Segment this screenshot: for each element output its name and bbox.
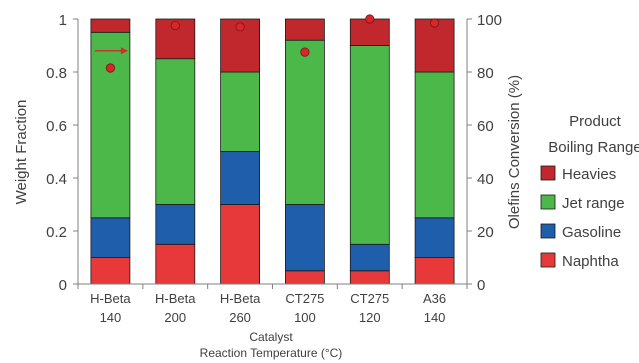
x-tick-label: 140 xyxy=(100,310,122,325)
legend-label-heavies: Heavies xyxy=(562,166,616,183)
bar-segment-naphtha-4 xyxy=(349,270,390,285)
legend-swatch-heavies xyxy=(540,165,556,181)
bar-segment-jet-range-3 xyxy=(284,39,325,205)
bar-segment-heavies-3 xyxy=(284,18,325,41)
conversion-marker xyxy=(300,47,310,57)
legend-swatch-naphtha xyxy=(540,252,556,268)
y-tick-label: 0.6 xyxy=(46,118,67,135)
conversion-marker xyxy=(235,22,245,32)
legend-label-gasoline: Gasoline xyxy=(562,224,621,241)
bar-segment-jet-range-4 xyxy=(349,45,390,245)
bars-layer xyxy=(90,18,455,285)
y-tick-label: 0.2 xyxy=(46,224,67,241)
y-axis-label: Weight Fraction xyxy=(13,100,30,205)
bar-segment-gasoline-1 xyxy=(155,204,196,245)
legend-label-jet-range: Jet range xyxy=(562,195,625,212)
conversion-marker xyxy=(429,18,440,28)
bar-segment-jet-range-2 xyxy=(220,71,261,152)
conversion-marker xyxy=(170,21,180,31)
x-tick-label: 100 xyxy=(294,310,316,325)
y2-tick-label: 60 xyxy=(477,118,494,135)
x-tick-label: A36 xyxy=(423,291,446,306)
y2-tick-label: 20 xyxy=(477,224,494,241)
bar-segment-jet-range-1 xyxy=(155,58,196,205)
bar-segment-naphtha-5 xyxy=(414,257,455,285)
axes-layer: 0 0.2 0.4 0.6 0.8 1 0 20 40 60 80 100 H-Beta 140 H-Bet… xyxy=(46,12,502,325)
bar-segment-gasoline-3 xyxy=(284,204,325,272)
y-tick-label: 0.8 xyxy=(46,65,67,82)
x-axis-label-line-2: Reaction Temperature (°C) xyxy=(200,346,343,360)
bar-segment-naphtha-0 xyxy=(90,257,131,285)
bar-segment-jet-range-5 xyxy=(414,71,455,219)
legend-title-line-2: Boiling Range xyxy=(548,139,639,156)
y-tick-label: 0.4 xyxy=(46,171,67,188)
y2-tick-label: 100 xyxy=(477,12,502,29)
y2-tick-label: 0 xyxy=(477,277,485,294)
conversion-markers-layer xyxy=(94,14,440,73)
y-tick-label: 0 xyxy=(59,277,67,294)
x-tick-label: H-Beta xyxy=(155,291,196,306)
annotation-arrow-head xyxy=(120,47,128,55)
y2-tick-label: 40 xyxy=(477,171,494,188)
x-tick-label: H-Beta xyxy=(220,291,261,306)
x-tick-label: 200 xyxy=(164,310,186,325)
x-tick-label: CT275 xyxy=(285,291,324,306)
x-tick-label: H-Beta xyxy=(90,291,131,306)
y2-tick-label: 80 xyxy=(477,65,494,82)
bar-segment-naphtha-2 xyxy=(220,204,261,285)
legend-title-line-1: Product xyxy=(569,113,622,130)
conversion-marker xyxy=(105,63,116,73)
bar-segment-naphtha-3 xyxy=(284,270,325,285)
x-tick-label: CT275 xyxy=(350,291,389,306)
x-tick-label: 120 xyxy=(359,310,381,325)
x-tick-label: 140 xyxy=(424,310,446,325)
legend-swatch-jet-range xyxy=(540,194,556,210)
x-tick-label: 260 xyxy=(229,310,251,325)
legend-label-naphtha: Naphtha xyxy=(562,253,619,270)
conversion-marker xyxy=(365,14,375,24)
bar-segment-jet-range-0 xyxy=(90,31,131,219)
bar-segment-heavies-0 xyxy=(90,18,131,33)
bar-segment-heavies-5 xyxy=(414,18,455,73)
bar-segment-gasoline-0 xyxy=(90,217,131,259)
bar-segment-naphtha-1 xyxy=(155,243,196,285)
x-axis-label-line-1: Catalyst xyxy=(249,330,293,344)
legend: Product Boiling Range Heavies Jet range Ga… xyxy=(540,113,639,270)
bar-segment-gasoline-4 xyxy=(349,243,390,272)
bar-segment-gasoline-5 xyxy=(414,217,455,259)
y2-axis-label: Olefins Conversion (%) xyxy=(506,75,523,229)
bar-segment-gasoline-2 xyxy=(220,151,261,205)
legend-swatch-gasoline xyxy=(540,223,556,239)
y-tick-label: 1 xyxy=(59,12,67,29)
